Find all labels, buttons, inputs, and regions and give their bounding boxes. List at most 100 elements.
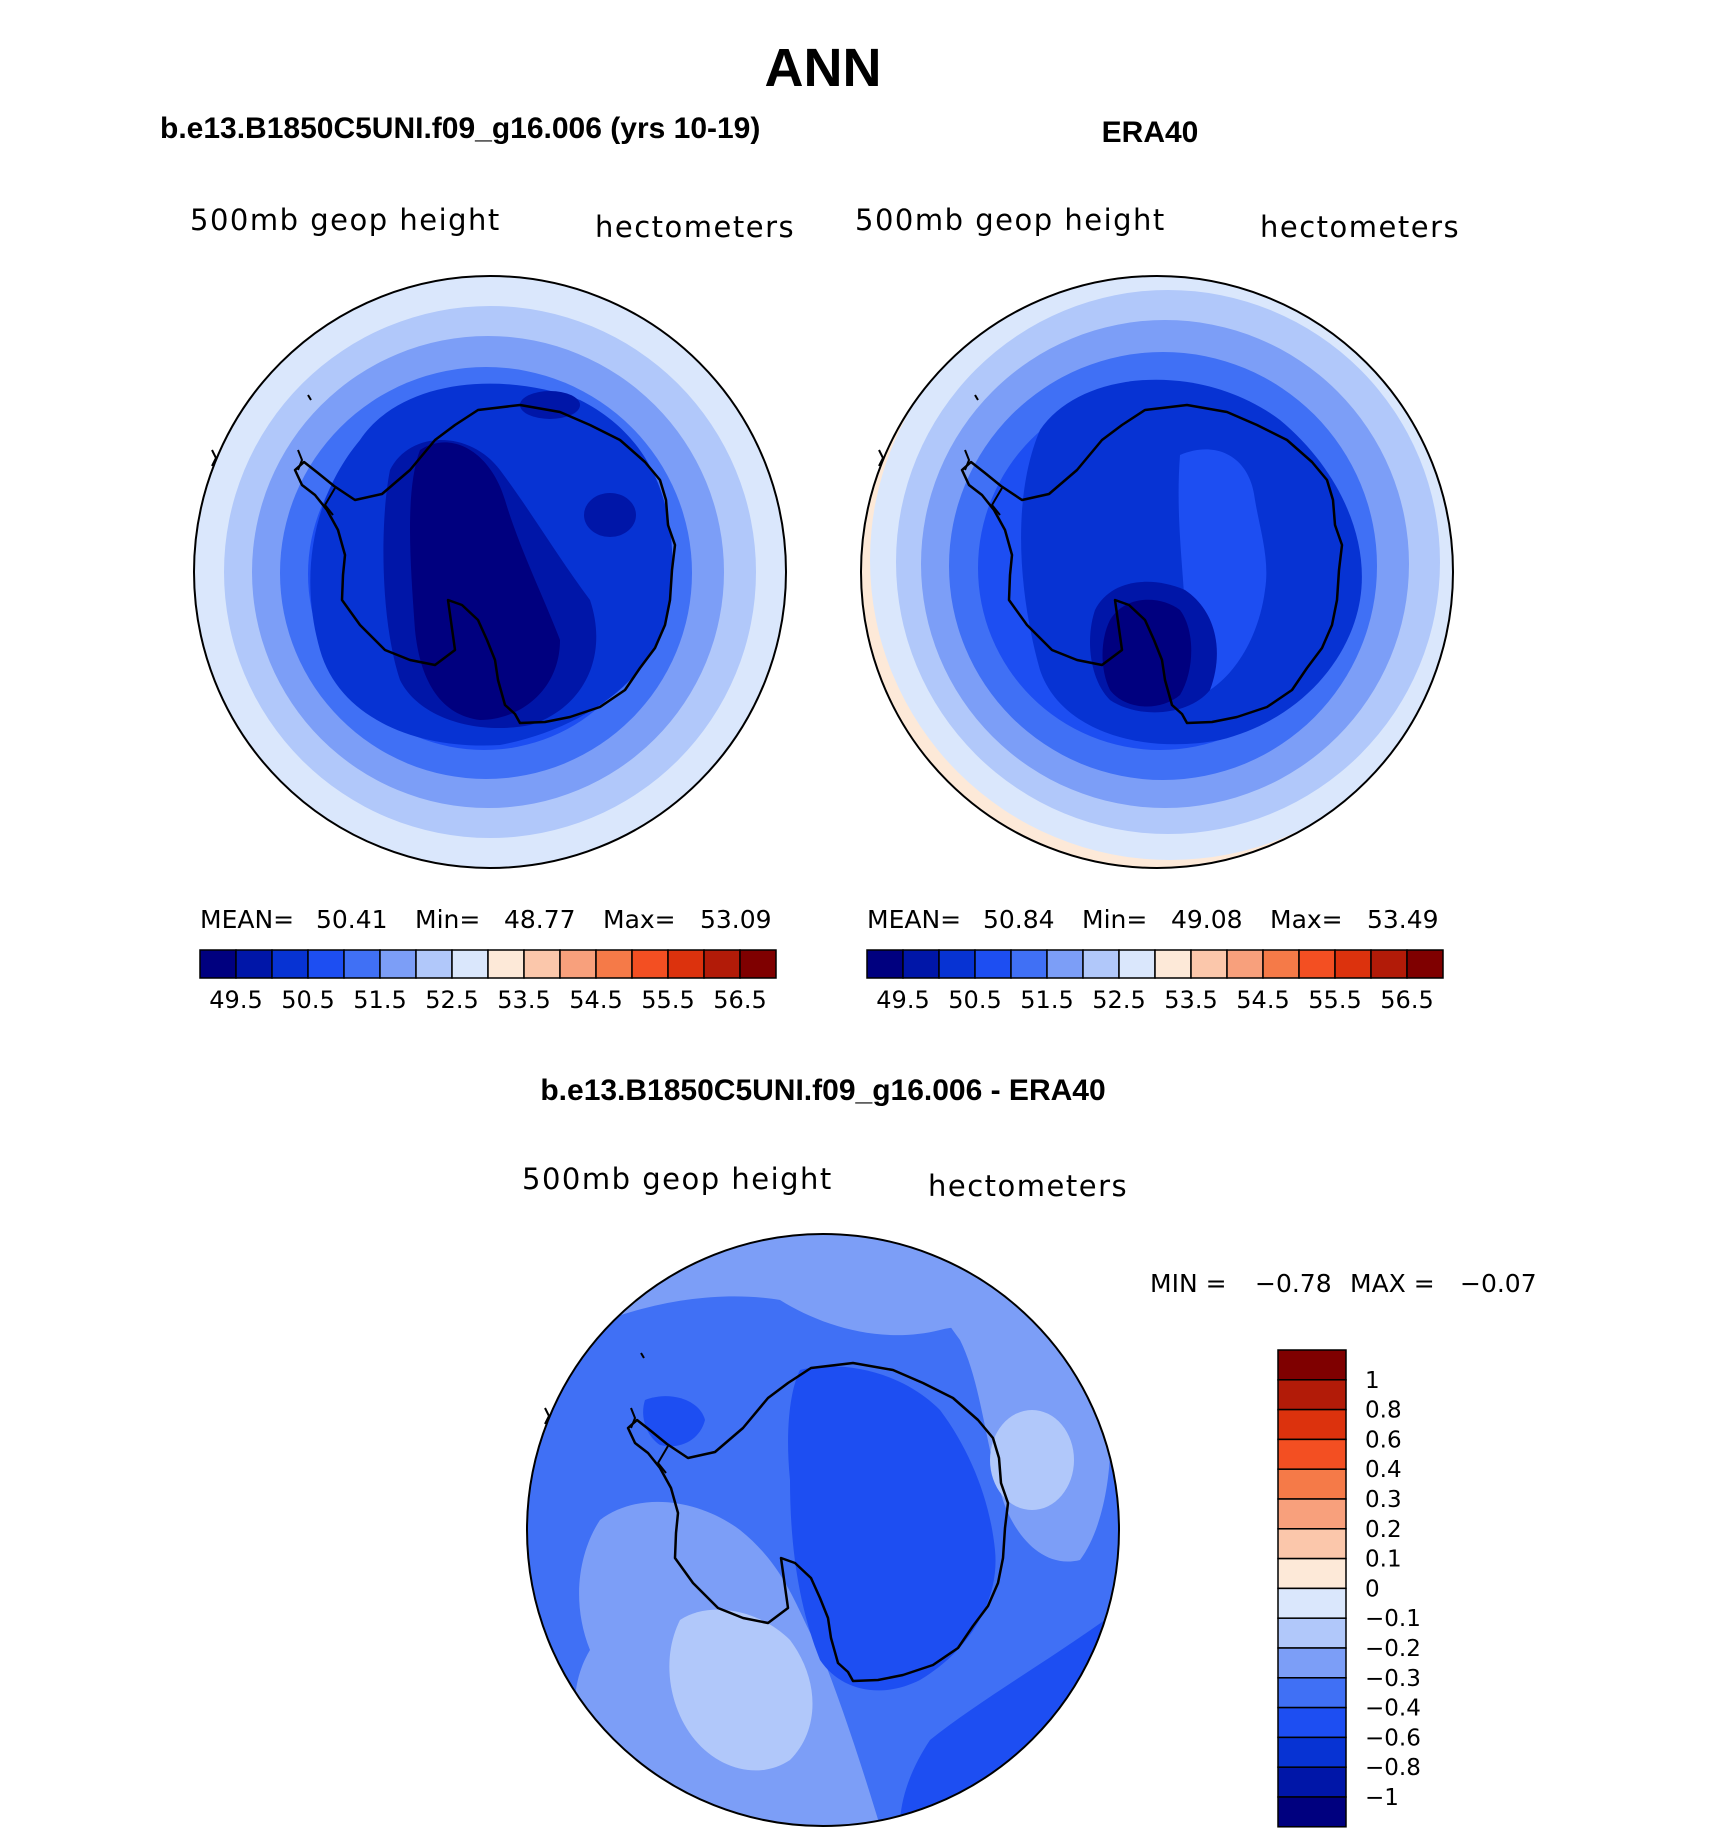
colorbar-diff-swatch [1277, 1468, 1347, 1500]
colorbar-diff-swatch [1277, 1498, 1347, 1530]
colorbar-diff-tick-label: −0.6 [1365, 1725, 1421, 1751]
colorbar-obs-tick-label: 51.5 [1020, 986, 1073, 1014]
colorbar-diff-swatch [1277, 1557, 1347, 1590]
panel-obs-variable: 500mb geop height [855, 203, 1166, 237]
colorbar-obs-swatch [1190, 949, 1228, 979]
colorbar-model-swatch [703, 949, 741, 979]
colorbar-obs-swatch [1154, 949, 1192, 979]
colorbar-model-tick-label: 49.5 [209, 986, 262, 1014]
colorbar-obs-swatch [1262, 949, 1300, 979]
colorbar-model-tick-label: 56.5 [713, 986, 766, 1014]
panel-model-min: 48.77 [504, 905, 576, 934]
map-diff [527, 1234, 1119, 1826]
colorbar-obs-swatch [1118, 949, 1156, 979]
colorbar-diff-tick-label: −1 [1365, 1785, 1399, 1811]
panel-model-max-label: Max= [603, 905, 676, 934]
panel-obs-min: 49.08 [1171, 905, 1243, 934]
panel-obs-max-label: Max= [1270, 905, 1343, 934]
colorbar-model-swatch [631, 949, 669, 979]
panel-obs-max: 53.49 [1367, 905, 1439, 934]
colorbar-model-swatch [559, 949, 597, 979]
panel-diff-variable: 500mb geop height [522, 1162, 833, 1196]
colorbar-model-tick-label: 50.5 [281, 986, 334, 1014]
panel-model-mean: 50.41 [316, 905, 388, 934]
colorbar-model-swatch [415, 949, 453, 979]
panel-obs-min-label: Min= [1082, 905, 1147, 934]
colorbar-diff-tick-label: −0.3 [1365, 1666, 1421, 1692]
antarctica-outline-obs [878, 394, 1344, 725]
colorbar-diff-tick-label: 0.4 [1365, 1457, 1402, 1483]
panel-diff-max: −0.07 [1460, 1269, 1537, 1298]
colorbar-diff-tick-label: −0.8 [1365, 1755, 1421, 1781]
colorbar-model-tick-label: 53.5 [497, 986, 550, 1014]
colorbar-diff-tick-label: 0.3 [1365, 1487, 1402, 1513]
map-model [194, 276, 786, 868]
colorbar-diff: 1 0.8 0.6 0.4 0.3 0.2 0.1 0 −0.1 −0.2 −0.3 −0.4 −0.6… [1277, 1349, 1421, 1828]
colorbar-obs-tick-label: 56.5 [1380, 986, 1433, 1014]
colorbar-diff-swatch [1277, 1528, 1347, 1560]
colorbar-obs-swatch [1370, 949, 1408, 979]
panel-obs-mean: 50.84 [983, 905, 1055, 934]
colorbar-diff-swatch [1277, 1647, 1347, 1679]
antarctica-outline-diff [544, 1352, 1010, 1683]
colorbar-diff-swatch [1277, 1677, 1347, 1709]
colorbar-obs-swatch [902, 949, 940, 979]
colorbar-model-swatch [235, 949, 273, 979]
colorbar-obs-tick-label: 55.5 [1308, 986, 1361, 1014]
colorbar-obs-swatch [1334, 949, 1372, 979]
colorbar-obs-swatch [1406, 949, 1444, 979]
colorbar-diff-swatch [1277, 1408, 1347, 1441]
colorbar-obs-swatch [974, 949, 1012, 979]
colorbar-model-tick-label: 52.5 [425, 986, 478, 1014]
colorbar-diff-tick-label: 0.6 [1365, 1427, 1402, 1453]
colorbar-model-swatch [343, 949, 381, 979]
colorbar-obs-swatch [1082, 949, 1120, 979]
colorbar-diff-swatch [1277, 1349, 1347, 1381]
colorbar-model-swatch [307, 949, 345, 979]
colorbar-obs-tick-label: 53.5 [1164, 986, 1217, 1014]
colorbar-diff-tick-label: −0.1 [1365, 1606, 1421, 1632]
colorbar-obs-swatch [938, 949, 976, 979]
panel-model-variable: 500mb geop height [190, 203, 501, 237]
panel-obs-units: hectometers [1260, 210, 1460, 244]
colorbar-obs-tick-label: 50.5 [948, 986, 1001, 1014]
antarctica-outline-model [211, 394, 677, 725]
colorbar-model-tick-label: 55.5 [641, 986, 694, 1014]
panel-model-min-label: Min= [415, 905, 480, 934]
colorbar-model-swatch [271, 949, 309, 979]
colorbar-model-swatch [451, 949, 489, 979]
panel-diff-min: −0.78 [1255, 1269, 1332, 1298]
panel-obs-mean-label: MEAN= [867, 905, 961, 934]
colorbar-obs-tick-label: 52.5 [1092, 986, 1145, 1014]
colorbar-model-swatch [487, 949, 525, 979]
main-title: ANN [765, 38, 882, 98]
panel-model-mean-label: MEAN= [200, 905, 294, 934]
colorbar-diff-swatch [1277, 1587, 1347, 1619]
colorbar-obs-swatch [866, 949, 904, 979]
colorbar-obs-swatch [1226, 949, 1264, 979]
colorbar-model-swatch [523, 949, 561, 979]
colorbar-diff-tick-label: 0.1 [1365, 1547, 1402, 1573]
panel-model-title: b.e13.B1850C5UNI.f09_g16.006 (yrs 10-19) [160, 112, 760, 145]
colorbar-diff-tick-label: 0.8 [1365, 1398, 1402, 1424]
colorbar-diff-tick-label: −0.2 [1365, 1636, 1421, 1662]
panel-diff-title: b.e13.B1850C5UNI.f09_g16.006 - ERA40 [540, 1074, 1105, 1107]
colorbar-model-tick-label: 51.5 [353, 986, 406, 1014]
panel-obs-title: ERA40 [1102, 116, 1199, 149]
panel-model-units: hectometers [595, 210, 795, 244]
panel-diff-max-label: MAX = [1350, 1269, 1435, 1298]
panel-diff: b.e13.B1850C5UNI.f09_g16.006 - ERA40 500… [522, 1074, 1537, 1828]
colorbar-diff-swatch [1277, 1438, 1347, 1470]
colorbar-diff-tick-label: −0.4 [1365, 1696, 1421, 1722]
colorbar-model-swatch [739, 949, 777, 979]
colorbar-diff-swatch [1277, 1706, 1347, 1739]
panel-obs: ERA40 500mb geop height hectometers MEAN… [855, 116, 1460, 1014]
colorbar-diff-tick-label: 0 [1365, 1576, 1380, 1602]
colorbar-diff-tick-label: 0.2 [1365, 1517, 1402, 1543]
colorbar-model-swatch [199, 949, 237, 979]
colorbar-diff-swatch [1277, 1766, 1347, 1798]
panel-diff-min-label: MIN = [1150, 1269, 1227, 1298]
colorbar-obs-swatch [1298, 949, 1336, 979]
colorbar-model-swatch [595, 949, 633, 979]
panel-diff-units: hectometers [928, 1169, 1128, 1203]
